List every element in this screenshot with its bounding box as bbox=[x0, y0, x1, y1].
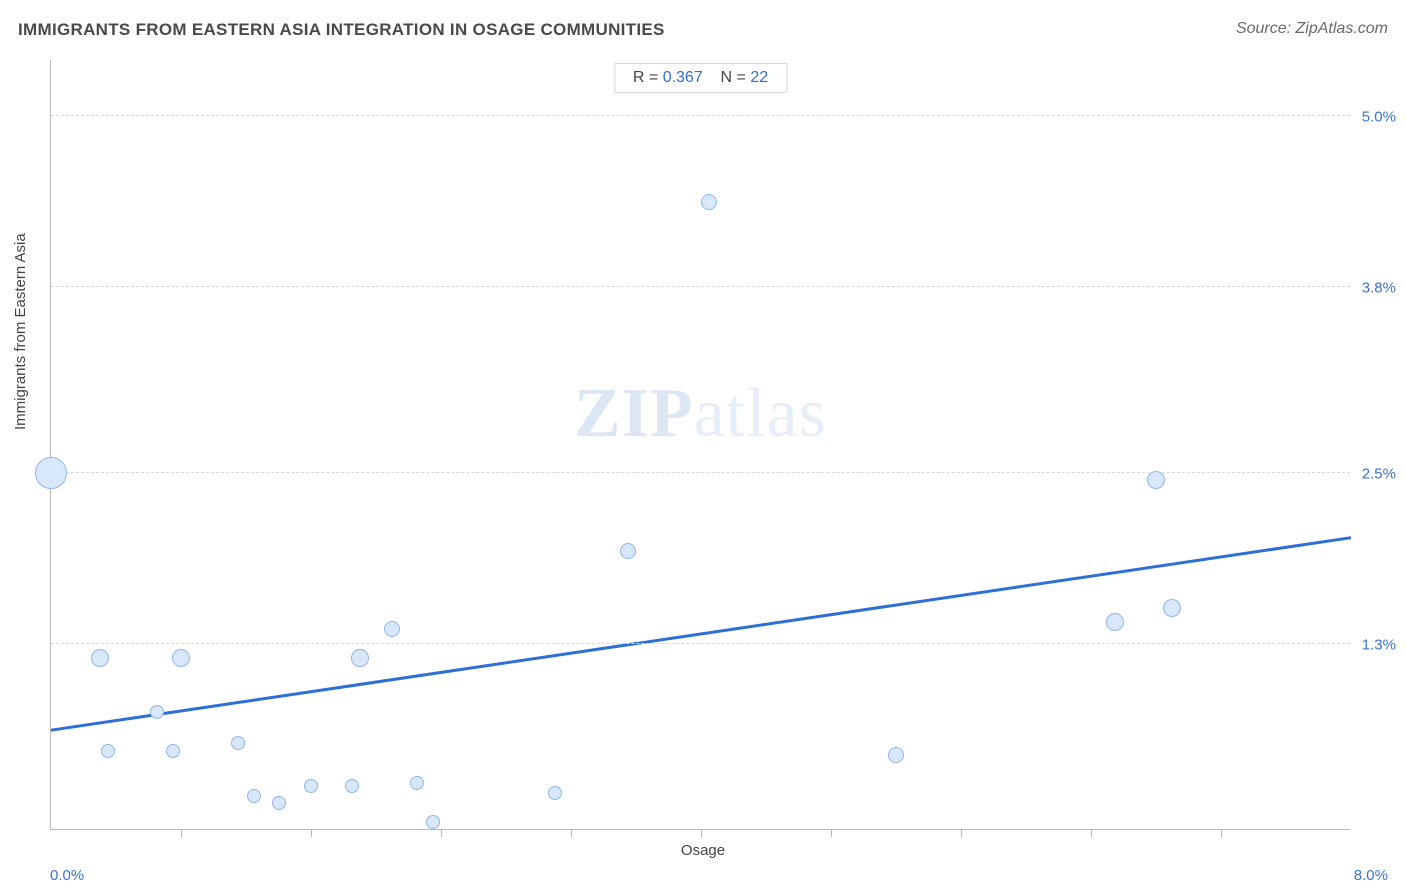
scatter-point bbox=[304, 779, 318, 793]
scatter-point bbox=[701, 194, 717, 210]
scatter-point bbox=[620, 543, 636, 559]
gridline bbox=[51, 643, 1350, 644]
y-axis-label: Immigrants from Eastern Asia bbox=[12, 233, 29, 430]
y-tick-label: 2.5% bbox=[1362, 465, 1396, 482]
scatter-point bbox=[101, 744, 115, 758]
scatter-point bbox=[91, 649, 109, 667]
chart-source: Source: ZipAtlas.com bbox=[1236, 20, 1388, 38]
x-tick bbox=[571, 829, 572, 837]
x-tick bbox=[831, 829, 832, 837]
chart-header: IMMIGRANTS FROM EASTERN ASIA INTEGRATION… bbox=[18, 20, 1388, 40]
scatter-point bbox=[231, 736, 245, 750]
x-tick bbox=[961, 829, 962, 837]
scatter-point bbox=[1163, 599, 1181, 617]
gridline bbox=[51, 286, 1350, 287]
chart-title: IMMIGRANTS FROM EASTERN ASIA INTEGRATION… bbox=[18, 20, 665, 40]
scatter-point bbox=[1106, 613, 1124, 631]
scatter-point bbox=[410, 776, 424, 790]
y-tick-label: 3.8% bbox=[1362, 280, 1396, 297]
x-tick bbox=[311, 829, 312, 837]
y-tick-label: 5.0% bbox=[1362, 109, 1396, 126]
scatter-point bbox=[351, 649, 369, 667]
y-tick-label: 1.3% bbox=[1362, 636, 1396, 653]
scatter-point bbox=[384, 621, 400, 637]
x-tick bbox=[181, 829, 182, 837]
x-axis-label: Osage bbox=[681, 842, 725, 859]
scatter-point bbox=[150, 705, 164, 719]
scatter-point bbox=[172, 649, 190, 667]
gridline bbox=[51, 115, 1350, 116]
scatter-point bbox=[888, 747, 904, 763]
plot-area: ZIPatlas R = 0.367 N = 22 bbox=[50, 60, 1350, 830]
scatter-point bbox=[345, 779, 359, 793]
trend-line bbox=[51, 538, 1351, 731]
scatter-point bbox=[1147, 471, 1165, 489]
scatter-point bbox=[272, 796, 286, 810]
scatter-point bbox=[426, 815, 440, 829]
x-tick bbox=[1221, 829, 1222, 837]
scatter-point bbox=[35, 457, 67, 489]
x-max-label: 8.0% bbox=[1354, 867, 1388, 884]
scatter-point bbox=[166, 744, 180, 758]
x-origin-label: 0.0% bbox=[50, 867, 84, 884]
scatter-point bbox=[247, 789, 261, 803]
x-tick bbox=[1091, 829, 1092, 837]
trend-line-layer bbox=[51, 60, 1351, 830]
scatter-point bbox=[548, 786, 562, 800]
x-tick bbox=[701, 829, 702, 837]
x-tick bbox=[441, 829, 442, 837]
